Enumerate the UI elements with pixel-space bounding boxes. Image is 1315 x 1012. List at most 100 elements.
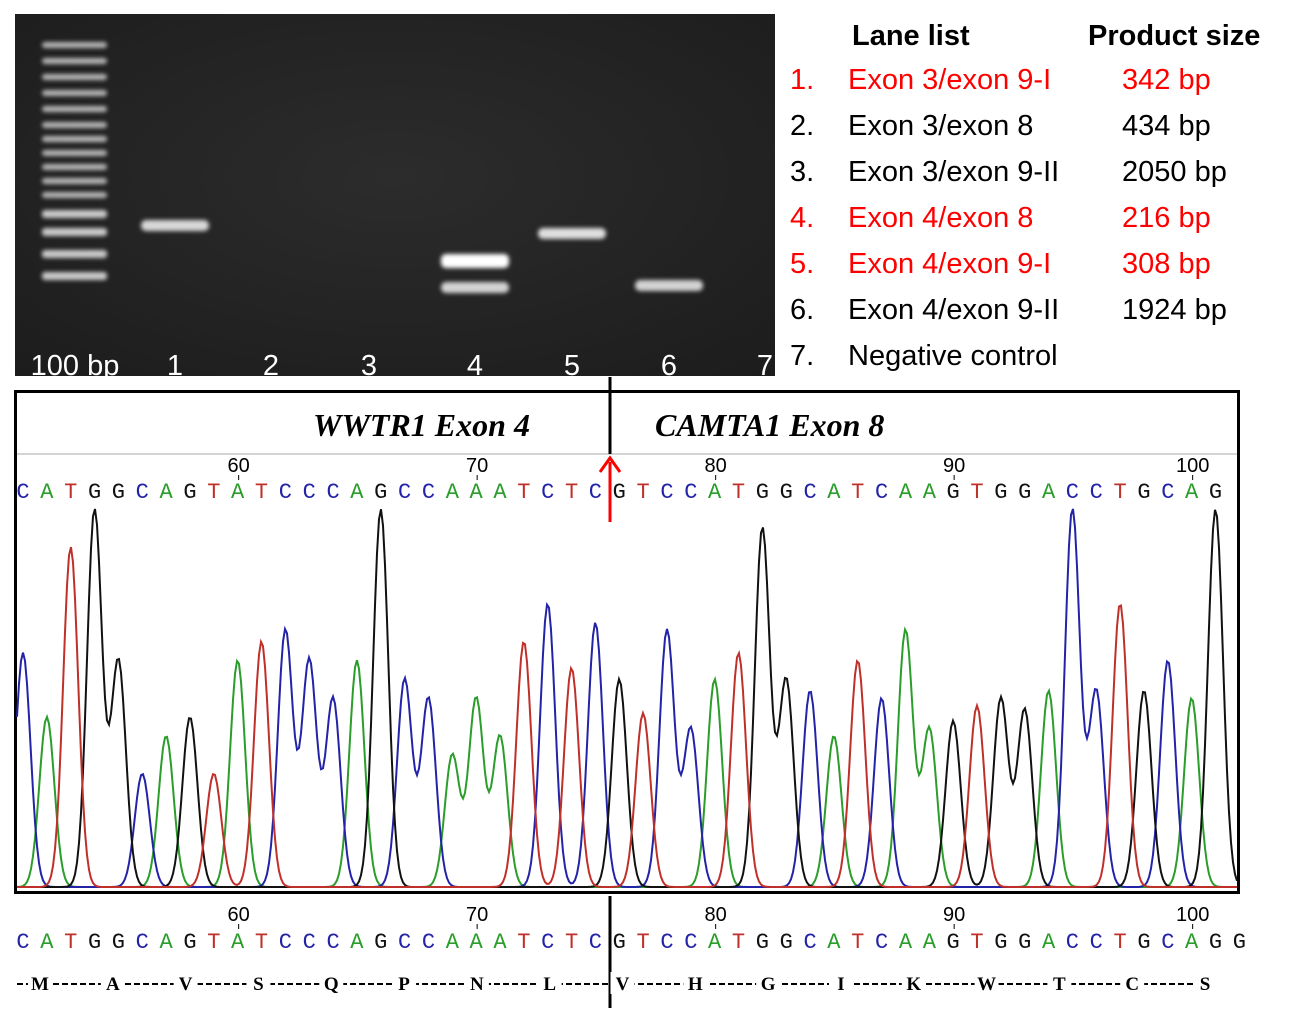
- base-call-bottom: T: [64, 930, 77, 955]
- base-call-top: C: [16, 480, 29, 505]
- base-call-top: G: [994, 480, 1007, 505]
- lane-product-size: 216 bp: [1122, 202, 1211, 234]
- lane-label-5: 5: [563, 350, 581, 382]
- lane-number: 6.: [790, 294, 815, 326]
- aa-gap: [392, 972, 417, 994]
- ladder-band: [42, 150, 107, 156]
- lane-number: 3.: [790, 156, 815, 188]
- base-call-bottom: A: [827, 930, 841, 955]
- position-label-top: 90: [943, 455, 965, 477]
- base-call-top: A: [231, 480, 245, 505]
- ladder-band: [42, 178, 107, 184]
- base-call-top: G: [780, 480, 793, 505]
- base-call-bottom: T: [1113, 930, 1126, 955]
- base-call-bottom: G: [994, 930, 1007, 955]
- base-call-bottom: A: [899, 930, 913, 955]
- ladder-label: 100 bp: [30, 350, 120, 382]
- base-call-top: C: [326, 480, 339, 505]
- base-call-bottom: A: [1185, 930, 1199, 955]
- amino-acid-label: S: [1200, 974, 1211, 995]
- amino-acid-label: I: [837, 974, 844, 995]
- base-call-bottom: G: [756, 930, 769, 955]
- aa-gap: [173, 972, 198, 994]
- base-call-bottom: T: [255, 930, 268, 955]
- base-call-top: G: [374, 480, 387, 505]
- base-call-bottom: T: [732, 930, 745, 955]
- amino-acid-label: M: [31, 974, 49, 995]
- base-call-top: G: [183, 480, 196, 505]
- base-call-top: A: [708, 480, 722, 505]
- ladder-band: [42, 192, 107, 198]
- base-call-bottom: G: [1137, 930, 1150, 955]
- base-call-bottom: G: [183, 930, 196, 955]
- position-label-top: 100: [1176, 455, 1209, 477]
- ladder-band: [42, 210, 107, 218]
- base-call-bottom: A: [1042, 930, 1056, 955]
- sample-band-lane-5: [538, 228, 606, 239]
- base-call-bottom: C: [1161, 930, 1174, 955]
- ladder-band: [42, 106, 107, 112]
- position-label-bottom: 80: [705, 904, 727, 926]
- base-call-bottom: T: [636, 930, 649, 955]
- trace-T: [17, 546, 1237, 888]
- lane-product-size: 308 bp: [1122, 248, 1211, 280]
- lane-label-3: 3: [360, 350, 378, 382]
- aa-gap: [610, 972, 635, 994]
- base-call-bottom: T: [565, 930, 578, 955]
- sample-band-lane-4: [441, 282, 509, 293]
- base-call-bottom: C: [326, 930, 339, 955]
- product-size-header: Product size: [1088, 20, 1261, 52]
- base-call-top: G: [947, 480, 960, 505]
- position-label-top: 80: [705, 455, 727, 477]
- base-call-bottom: G: [780, 930, 793, 955]
- base-call-top: T: [517, 480, 530, 505]
- position-label-bottom: 70: [466, 904, 488, 926]
- base-call-bottom: G: [1233, 930, 1246, 955]
- amino-acid-label: C: [1125, 974, 1139, 995]
- base-call-bottom: C: [422, 930, 435, 955]
- base-call-top: A: [899, 480, 913, 505]
- base-call-top: A: [493, 480, 507, 505]
- base-call-top: C: [1090, 480, 1103, 505]
- position-label-bottom: 60: [228, 904, 250, 926]
- base-call-bottom: A: [350, 930, 364, 955]
- aa-gap: [537, 972, 562, 994]
- position-label-top: 60: [228, 455, 250, 477]
- ladder-band: [42, 250, 107, 258]
- base-call-bottom: A: [923, 930, 937, 955]
- aa-gap: [319, 972, 344, 994]
- base-call-bottom: A: [493, 930, 507, 955]
- base-call-top: C: [422, 480, 435, 505]
- aa-gap: [974, 972, 999, 994]
- amino-acid-label: G: [761, 974, 776, 995]
- lane-number: 7.: [790, 340, 815, 372]
- ladder-band: [42, 74, 107, 80]
- base-call-bottom: A: [159, 930, 173, 955]
- lane-list-header: Lane list: [852, 20, 970, 52]
- base-call-bottom: G: [88, 930, 101, 955]
- base-call-top: C: [136, 480, 149, 505]
- base-call-bottom: C: [589, 930, 602, 955]
- lane-label-6: 6: [660, 350, 678, 382]
- lane-product-size: 342 bp: [1122, 64, 1211, 96]
- base-call-top: C: [803, 480, 816, 505]
- lane-product-name: Negative control: [848, 340, 1058, 372]
- base-call-top: A: [446, 480, 460, 505]
- base-call-top: G: [1209, 480, 1222, 505]
- base-call-top: C: [279, 480, 292, 505]
- base-call-bottom: C: [1090, 930, 1103, 955]
- base-call-top: T: [565, 480, 578, 505]
- ladder-band: [42, 90, 107, 96]
- base-call-bottom: A: [470, 930, 484, 955]
- base-call-bottom: A: [231, 930, 245, 955]
- amino-acid-label: L: [543, 974, 556, 995]
- base-call-top: T: [255, 480, 268, 505]
- base-call-bottom: T: [970, 930, 983, 955]
- ladder-band: [42, 122, 107, 128]
- lane-product-name: Exon 4/exon 9-I: [848, 248, 1052, 280]
- base-call-top: A: [159, 480, 173, 505]
- base-call-bottom: C: [541, 930, 554, 955]
- base-call-top: G: [1137, 480, 1150, 505]
- amino-acid-label: N: [470, 974, 484, 995]
- ladder-band: [42, 58, 107, 64]
